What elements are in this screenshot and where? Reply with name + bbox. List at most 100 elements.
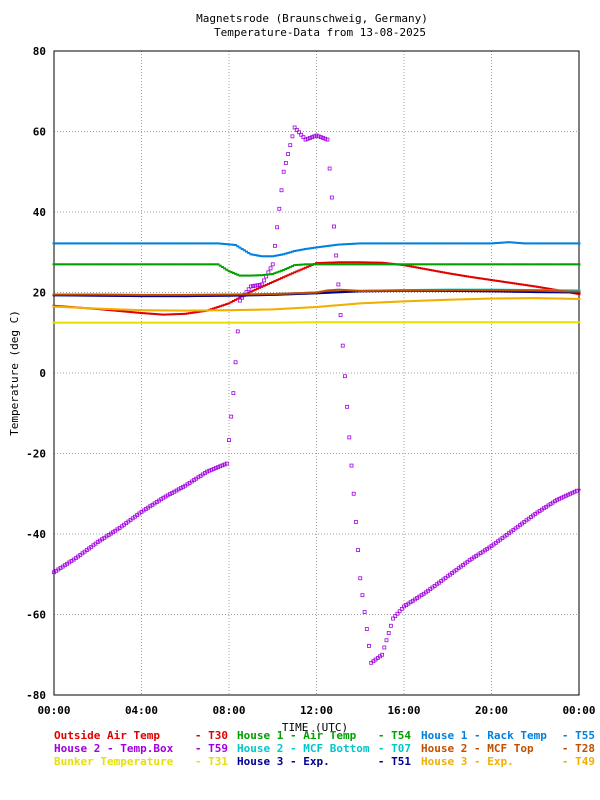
data-point: [520, 297, 524, 300]
data-point: [54, 263, 58, 266]
data-point: [277, 321, 281, 324]
data-point: [245, 293, 248, 296]
data-point: [374, 321, 378, 324]
data-point: [293, 307, 297, 310]
data-point: [286, 321, 290, 324]
data-point: [297, 292, 301, 295]
data-point: [308, 263, 312, 266]
data-point: [371, 242, 375, 245]
data-point: [168, 309, 172, 312]
data-point: [570, 289, 574, 292]
data-point: [61, 242, 65, 245]
data-point: [164, 295, 168, 298]
data-point: [271, 308, 275, 311]
data-point: [277, 254, 281, 257]
data-point: [516, 289, 520, 292]
data-point: [560, 242, 563, 245]
data-point: [295, 249, 299, 252]
data-point: [560, 263, 563, 266]
data-point: [470, 289, 474, 292]
data-point: [492, 279, 496, 282]
data-point: [144, 321, 148, 324]
data-point: [494, 242, 498, 245]
data-point: [378, 263, 382, 266]
data-point: [124, 310, 128, 313]
data-point: [564, 297, 568, 300]
x-tick-label: 00:00: [562, 704, 595, 717]
data-point: [356, 289, 360, 292]
data-point: [190, 311, 194, 314]
grid-lines: [54, 51, 579, 695]
data-point: [177, 293, 181, 296]
data-point: [422, 299, 426, 302]
data-point: [332, 244, 336, 247]
data-point: [422, 242, 426, 245]
data-point: [422, 267, 426, 270]
data-point: [286, 274, 290, 277]
data-point: [330, 263, 334, 266]
data-point: [94, 321, 98, 324]
data-point: [260, 274, 264, 277]
data-point: [415, 263, 419, 266]
data-point: [255, 254, 259, 257]
data-point: [159, 293, 163, 296]
legend-series-tag: - T30: [195, 729, 228, 742]
data-points: [52, 125, 581, 665]
data-point: [54, 305, 58, 308]
data-point: [111, 308, 115, 311]
data-point: [273, 308, 277, 311]
data-point: [80, 321, 84, 324]
data-point: [142, 242, 146, 245]
data-point: [185, 263, 189, 266]
data-point: [356, 302, 360, 305]
data-point: [52, 305, 56, 308]
data-point: [102, 294, 106, 297]
data-point: [553, 242, 557, 245]
data-point: [257, 282, 262, 287]
data-point: [555, 497, 560, 502]
data-point: [529, 297, 533, 300]
data-point: [100, 263, 104, 266]
data-point: [527, 290, 531, 293]
data-point: [420, 263, 423, 266]
data-point: [546, 291, 550, 294]
data-point: [269, 308, 273, 311]
data-point: [231, 300, 235, 303]
data-point: [380, 261, 384, 264]
data-point: [74, 293, 78, 296]
data-point: [126, 242, 130, 245]
data-point: [275, 271, 279, 274]
data-point: [402, 263, 406, 266]
y-tick-label: -40: [26, 528, 46, 541]
data-point: [343, 263, 347, 266]
data-point: [476, 289, 480, 292]
data-point: [573, 289, 577, 292]
data-point: [437, 263, 441, 266]
data-point: [426, 289, 430, 292]
data-point: [433, 289, 437, 292]
data-point: [360, 593, 365, 598]
data-point: [409, 242, 413, 245]
data-point: [400, 263, 404, 266]
data-point: [561, 494, 566, 499]
data-point: [329, 195, 334, 200]
data-point: [72, 242, 76, 245]
data-point: [382, 645, 387, 650]
data-point: [94, 294, 98, 297]
data-point: [87, 321, 91, 324]
data-point: [575, 242, 579, 245]
data-point: [67, 293, 71, 296]
data-point: [465, 242, 469, 245]
data-point: [210, 308, 213, 311]
data-point: [505, 241, 509, 244]
data-point: [216, 294, 220, 297]
data-point: [312, 306, 316, 309]
data-point: [179, 293, 183, 296]
data-point: [166, 321, 170, 324]
data-point: [155, 321, 159, 324]
data-point: [286, 307, 290, 310]
legend-series-name: House 2 - Temp.Box: [54, 742, 174, 755]
data-point: [345, 290, 349, 293]
data-point: [170, 242, 174, 245]
data-point: [518, 289, 522, 292]
